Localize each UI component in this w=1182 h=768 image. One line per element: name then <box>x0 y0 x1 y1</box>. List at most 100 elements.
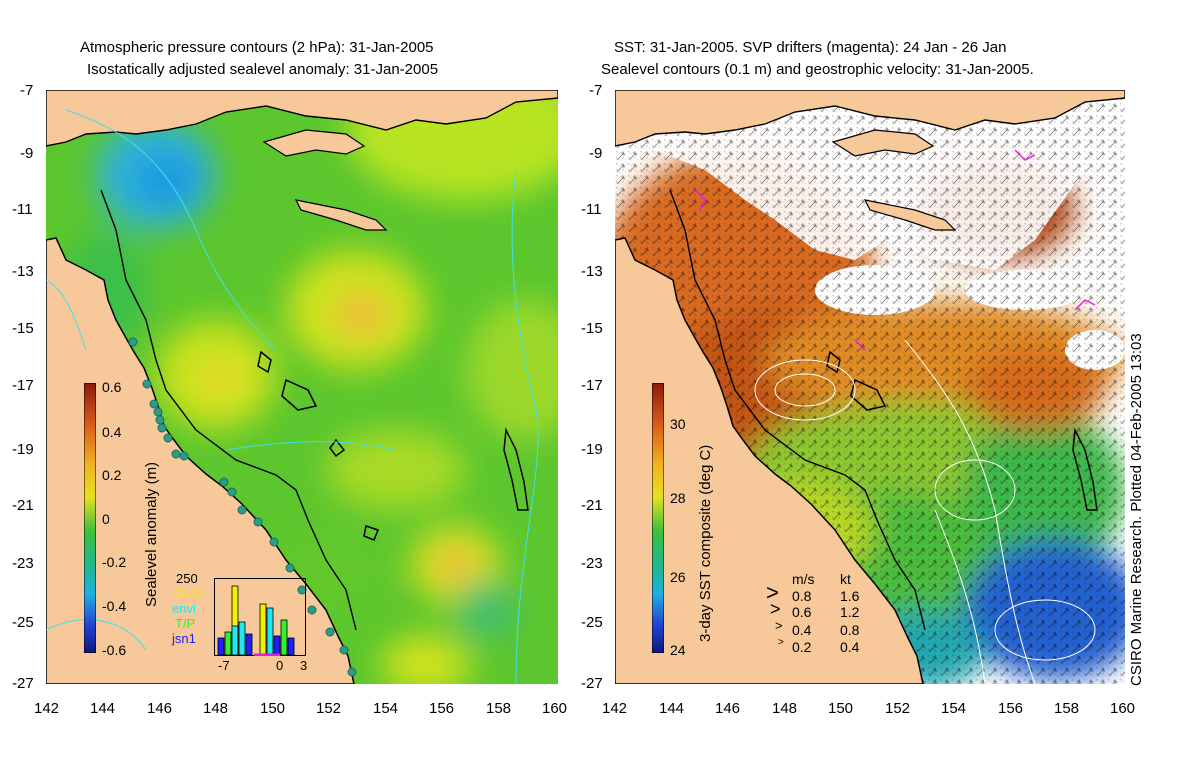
australia-land <box>46 237 355 684</box>
y-tick-right: -17 <box>581 377 603 394</box>
velocity-arrow-icon: > <box>775 618 783 633</box>
credit-text: CSIRO Marine Research. Plotted 04-Feb-20… <box>1128 333 1145 686</box>
y-tick-right: -15 <box>581 320 603 337</box>
sealevel-tick: 0.6 <box>102 379 122 395</box>
velocity-ms-value: 0.4 <box>792 622 812 638</box>
y-tick-right: -11 <box>581 201 602 218</box>
y-tick-left: -27 <box>12 675 34 692</box>
sst-tick: 26 <box>670 569 686 585</box>
x-tick-left: 150 <box>260 700 286 717</box>
reef-islet <box>329 438 346 458</box>
x-tick-left: 142 <box>34 700 60 717</box>
sealevel-tick: 0.4 <box>102 424 122 440</box>
left-title-line1: Atmospheric pressure contours (2 hPa): 3… <box>80 39 434 56</box>
reef-islet <box>1072 427 1098 511</box>
source-gfo: GFO <box>174 586 203 601</box>
sst-colorbar <box>652 383 664 653</box>
png-land <box>615 90 1125 147</box>
sealevel-tick: -0.2 <box>102 554 127 570</box>
velocity-kt-value: 1.2 <box>840 604 860 620</box>
velocity-arrow-icon: > <box>778 637 784 648</box>
x-tick-right: 150 <box>828 700 854 717</box>
x-tick-left: 156 <box>429 700 455 717</box>
sealevel-anomaly-map <box>46 90 558 684</box>
sst-tick: 28 <box>670 490 686 506</box>
right-title-line1: SST: 31-Jan-2005. SVP drifters (magenta)… <box>614 39 1007 56</box>
y-tick-left: -21 <box>12 497 34 514</box>
pressure-contour <box>65 109 277 351</box>
island-land <box>262 129 366 157</box>
y-tick-right: -25 <box>581 614 603 631</box>
velocity-ms-value: 0.6 <box>792 604 812 620</box>
velocity-header-kt: kt <box>840 571 851 587</box>
island-land <box>863 199 957 231</box>
left-title-line2: Isostatically adjusted sealevel anomaly:… <box>87 61 439 78</box>
tide-gauge-markers <box>128 337 357 677</box>
sealevel-tick: -0.4 <box>102 598 127 614</box>
histogram-tick: 3 <box>300 658 308 673</box>
y-tick-left: -19 <box>12 441 34 458</box>
histogram-tick: -7 <box>218 658 230 673</box>
reef-islet <box>503 427 529 511</box>
velocity-ms-value: 0.8 <box>792 588 812 604</box>
sealevel-tick: -0.6 <box>102 642 127 658</box>
histogram-count-label: 250 <box>176 571 198 586</box>
x-tick-right: 152 <box>885 700 911 717</box>
sst-map <box>615 90 1125 684</box>
x-tick-right: 160 <box>1110 700 1136 717</box>
y-tick-left: -17 <box>12 377 34 394</box>
sealevel-tick: 0.2 <box>102 467 122 483</box>
sst-tick: 30 <box>670 416 686 432</box>
y-tick-left: -13 <box>12 263 34 280</box>
y-tick-right: -19 <box>581 441 603 458</box>
x-tick-left: 160 <box>542 700 568 717</box>
sealevel-tick: 0 <box>102 511 110 527</box>
y-tick-right: -27 <box>581 675 603 692</box>
y-tick-left: -7 <box>20 82 34 99</box>
png-land <box>46 90 558 147</box>
reef-islet <box>826 350 841 374</box>
x-tick-right: 154 <box>941 700 967 717</box>
reef-islet <box>281 378 318 411</box>
sst-tick: 24 <box>670 642 686 658</box>
x-tick-right: 156 <box>998 700 1024 717</box>
sealevel-contours <box>754 339 1096 684</box>
x-tick-right: 144 <box>659 700 685 717</box>
y-tick-right: -13 <box>581 263 603 280</box>
source-envi: envi <box>172 601 196 616</box>
altimeter-histogram <box>214 578 306 656</box>
pressure-contour <box>46 279 87 351</box>
reef-islet <box>850 378 887 411</box>
svp-drifter-tracks <box>694 149 1096 351</box>
x-tick-right: 142 <box>602 700 628 717</box>
x-tick-left: 148 <box>203 700 229 717</box>
pressure-contour <box>511 169 539 684</box>
reef-islet <box>257 350 272 374</box>
right-title-line2: Sealevel contours (0.1 m) and geostrophi… <box>601 61 1034 78</box>
y-tick-left: -9 <box>20 145 34 162</box>
y-tick-left: -15 <box>12 320 34 337</box>
reef-outline <box>100 189 357 631</box>
sealevel-map-svg <box>46 90 558 684</box>
x-tick-left: 154 <box>373 700 399 717</box>
y-tick-left: -25 <box>12 614 34 631</box>
velocity-arrow-icon: > <box>766 580 779 605</box>
source-tp: T/P <box>175 616 196 631</box>
reef-islet <box>363 525 379 541</box>
y-tick-left: -23 <box>12 555 34 572</box>
y-tick-right: -7 <box>589 82 603 99</box>
x-tick-left: 158 <box>486 700 512 717</box>
x-tick-right: 146 <box>715 700 741 717</box>
reef-outline <box>669 189 926 631</box>
velocity-ms-value: 0.2 <box>792 639 812 655</box>
x-tick-right: 148 <box>772 700 798 717</box>
y-tick-left: -11 <box>12 201 33 218</box>
sst-colorbar-label: 3-day SST composite (deg C) <box>697 444 714 642</box>
pressure-contour <box>225 441 397 451</box>
anomaly-blobs <box>66 90 558 684</box>
velocity-kt-value: 0.8 <box>840 622 860 638</box>
velocity-header-ms: m/s <box>792 571 815 587</box>
island-land <box>831 129 935 157</box>
histogram-tick: 0 <box>276 658 284 673</box>
x-tick-left: 146 <box>147 700 173 717</box>
